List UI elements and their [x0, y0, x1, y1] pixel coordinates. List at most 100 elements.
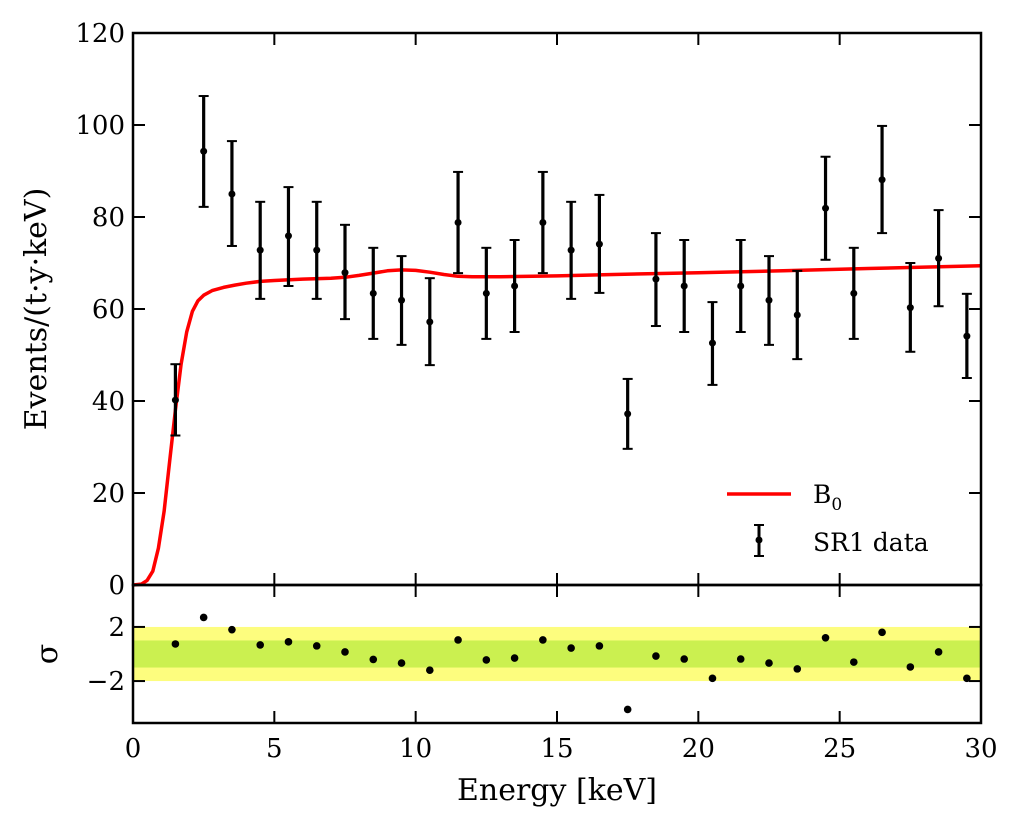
data-marker: [482, 289, 490, 297]
data-point: [170, 363, 181, 437]
data-marker: [793, 311, 801, 319]
data-marker: [341, 269, 349, 277]
x-tick-label: 30: [964, 734, 997, 764]
data-point: [396, 255, 407, 346]
data-marker: [426, 318, 434, 326]
x-tick-label: 0: [125, 734, 142, 764]
residual-point: [312, 642, 321, 650]
residual-point: [482, 656, 491, 664]
residual-point: [850, 658, 858, 666]
residual-point: [652, 652, 660, 660]
data-point: [594, 193, 605, 294]
legend-b0-label: B0: [813, 480, 842, 515]
residual-point: [426, 666, 434, 675]
residual-point: [454, 636, 462, 644]
data-point: [368, 246, 379, 340]
y-tick-label: 0: [108, 571, 125, 601]
residual-plot-area: [171, 613, 971, 714]
residual-point: [963, 674, 971, 683]
data-point: [735, 239, 746, 333]
data-marker: [765, 296, 773, 304]
data-point: [481, 246, 492, 340]
data-marker: [935, 254, 943, 262]
data-point: [424, 277, 435, 367]
data-marker: [595, 240, 603, 248]
data-point: [311, 200, 322, 300]
data-marker: [878, 176, 886, 184]
legend-sr1-swatch: [754, 524, 764, 557]
data-marker: [680, 282, 688, 290]
residual-point: [878, 628, 886, 637]
data-marker: [171, 396, 179, 404]
data-marker: [228, 190, 236, 198]
data-marker: [624, 410, 632, 418]
residual-ticks: 2 −2 0 5 10 15 20 25 30: [87, 585, 998, 764]
data-point: [905, 262, 916, 353]
residual-point: [369, 655, 378, 664]
residual-point: [680, 655, 688, 663]
data-point: [566, 200, 577, 300]
data-point: [679, 239, 690, 333]
data-point: [820, 155, 831, 261]
residual-point: [171, 640, 180, 648]
data-point: [509, 239, 520, 333]
main-ticks: 0 20 40 60 80 100 120: [75, 19, 982, 601]
residual-panel: 2 −2 0 5 10 15 20 25 30 σ Energy [keV]: [30, 583, 998, 808]
residual-point: [595, 642, 604, 650]
residual-point: [341, 648, 349, 656]
data-point: [877, 124, 888, 235]
data-marker: [511, 282, 519, 290]
data-point: [340, 223, 350, 321]
residual-point: [736, 655, 745, 663]
data-marker: [850, 289, 858, 297]
data-point: [650, 232, 661, 328]
residual-point: [284, 638, 293, 646]
1-sigma-band: [133, 640, 981, 668]
main-panel: 0 20 40 60 80 100 120 Events/(t·y·keV) B0 SR1 …: [19, 19, 983, 601]
data-point: [198, 95, 209, 208]
residual-point: [397, 659, 406, 667]
residual-point: [765, 659, 773, 667]
data-point: [226, 140, 237, 247]
x-tick-label: 25: [823, 734, 856, 764]
data-point: [453, 170, 464, 275]
residual-y-tick-label: 2: [108, 613, 125, 643]
legend-sr1-label: SR1 data: [813, 528, 929, 557]
main-plot-area: [132, 95, 982, 587]
residual-point: [708, 674, 717, 683]
data-marker: [398, 296, 406, 304]
residual-point: [567, 644, 575, 652]
x-tick-label: 15: [540, 734, 573, 764]
x-axis-label: Energy [keV]: [457, 773, 657, 808]
data-marker: [539, 219, 547, 227]
data-marker: [652, 275, 660, 283]
data-marker: [200, 147, 208, 155]
x-tick-label: 10: [399, 734, 432, 764]
data-point: [537, 170, 548, 275]
sigma-bands: [133, 626, 981, 682]
data-marker: [822, 204, 830, 212]
y-tick-label: 80: [92, 203, 125, 233]
data-point: [707, 301, 718, 386]
y-tick-label: 60: [92, 295, 125, 325]
x-tick-label: 5: [266, 734, 283, 764]
data-point: [933, 209, 944, 308]
y-axis-label: Events/(t·y·keV): [19, 188, 54, 431]
residual-point: [199, 613, 208, 622]
data-point: [255, 200, 266, 300]
residual-point: [821, 633, 830, 642]
residual-y-tick-label: −2: [87, 667, 125, 697]
data-point: [848, 246, 859, 340]
data-marker: [906, 304, 914, 312]
residual-point: [906, 663, 915, 671]
residual-point: [256, 641, 265, 649]
residual-point: [539, 636, 547, 644]
residual-point: [228, 625, 236, 634]
data-marker: [737, 282, 745, 290]
data-marker: [369, 289, 377, 297]
x-tick-label: 20: [682, 734, 715, 764]
y-tick-label: 20: [92, 479, 125, 509]
residual-point: [793, 665, 802, 673]
data-marker: [567, 246, 575, 254]
